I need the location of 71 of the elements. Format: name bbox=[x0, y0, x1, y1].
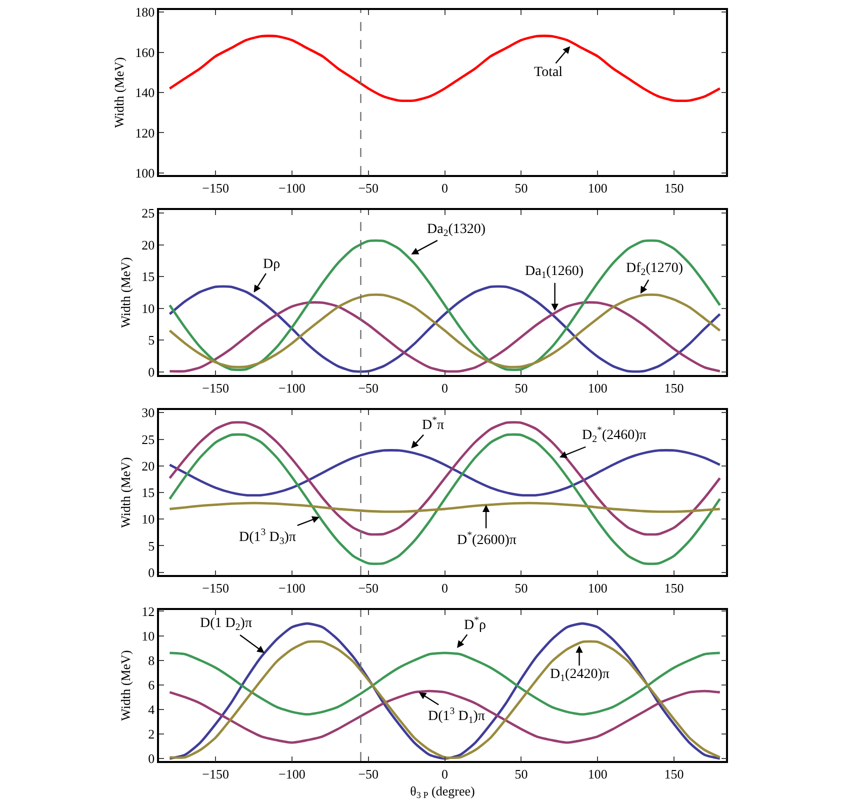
annotation: Df$_{2}$(1270) bbox=[626, 261, 684, 278]
x-tick-label: 100 bbox=[588, 380, 608, 396]
x-tick-label: 150 bbox=[664, 766, 684, 782]
y-tick-label: 10 bbox=[142, 300, 155, 316]
y-tick-label: 8 bbox=[148, 652, 155, 668]
y-tick-label: 5 bbox=[148, 538, 155, 554]
x-tick-label: 150 bbox=[664, 580, 684, 596]
x-tick-label: 50 bbox=[514, 180, 528, 196]
y-tick-label: 4 bbox=[148, 702, 156, 717]
annotation: Da$_{1}$(1260) bbox=[525, 264, 584, 281]
annotation: D(1$^{3}$ D$_{1}$)π bbox=[428, 706, 485, 726]
x-tick-label: −150 bbox=[202, 180, 229, 196]
y-tick-label: 20 bbox=[142, 458, 155, 474]
y-axis-title: Width (MeV) bbox=[118, 457, 134, 528]
y-tick-label: 20 bbox=[142, 237, 155, 252]
x-tick-label: −100 bbox=[278, 180, 306, 196]
annotation: D$_{2}$$^{*}$(2460)π bbox=[582, 425, 646, 445]
x-tick-label: 50 bbox=[514, 580, 528, 596]
annotation: D$^{*}$π bbox=[422, 415, 444, 433]
annotation: D$^{*}$(2600)π bbox=[457, 530, 516, 548]
x-axis-title: θ$_{3 P}$ (degree) bbox=[410, 783, 475, 800]
x-tick-label: −50 bbox=[358, 180, 379, 196]
x-tick-label: 100 bbox=[588, 580, 608, 596]
annotation: Dρ bbox=[263, 257, 280, 272]
x-tick-label: 150 bbox=[664, 180, 684, 196]
x-tick-label: −50 bbox=[358, 766, 379, 782]
y-tick-label: 100 bbox=[135, 166, 155, 181]
y-tick-label: 30 bbox=[142, 405, 155, 420]
y-tick-label: 160 bbox=[135, 44, 155, 60]
y-tick-label: 180 bbox=[135, 4, 155, 20]
y-tick-label: 25 bbox=[142, 206, 155, 221]
x-tick-label: −150 bbox=[202, 580, 229, 596]
x-tick-label: 0 bbox=[442, 180, 448, 196]
y-axis-title: Width (MeV) bbox=[118, 650, 134, 721]
x-tick-label: 0 bbox=[442, 766, 448, 782]
y-tick-label: 6 bbox=[148, 677, 156, 692]
x-tick-label: 100 bbox=[588, 766, 608, 782]
annotation: Da$_{2}$(1320) bbox=[427, 222, 486, 239]
y-tick-label: 12 bbox=[142, 604, 155, 619]
x-tick-label: 100 bbox=[588, 180, 608, 196]
y-tick-label: 120 bbox=[135, 125, 155, 140]
annotation: D$_{1}$(2420)π bbox=[550, 667, 610, 684]
x-tick-label: −50 bbox=[358, 380, 379, 396]
y-tick-label: 140 bbox=[135, 85, 155, 100]
annotation: D$^{*}$ρ bbox=[464, 615, 486, 633]
x-tick-label: −100 bbox=[278, 580, 306, 596]
x-tick-label: −150 bbox=[202, 380, 229, 396]
x-tick-label: 0 bbox=[442, 580, 448, 596]
y-tick-label: 0 bbox=[148, 751, 155, 766]
annotation: D(1 D$_{2}$)π bbox=[200, 616, 252, 633]
y-tick-label: 0 bbox=[148, 364, 155, 380]
y-axis-title: Width (MeV) bbox=[118, 257, 134, 328]
x-tick-label: 50 bbox=[514, 766, 528, 782]
y-tick-label: 15 bbox=[142, 269, 155, 284]
x-tick-label: 0 bbox=[442, 380, 448, 396]
x-tick-label: 50 bbox=[514, 380, 528, 396]
x-tick-label: −100 bbox=[278, 766, 306, 782]
y-tick-label: 25 bbox=[142, 432, 155, 447]
x-tick-label: −150 bbox=[202, 766, 229, 782]
y-tick-label: 10 bbox=[142, 512, 155, 527]
y-tick-label: 2 bbox=[148, 726, 155, 742]
annotation: D(1$^{3}$ D$_{3}$)π bbox=[239, 527, 296, 547]
y-tick-label: 5 bbox=[148, 332, 155, 348]
y-tick-label: 0 bbox=[148, 564, 155, 580]
x-tick-label: −100 bbox=[278, 380, 306, 396]
y-tick-label: 15 bbox=[142, 485, 155, 500]
x-tick-label: 150 bbox=[664, 380, 684, 396]
y-axis-title: Width (MeV) bbox=[112, 57, 127, 128]
y-tick-label: 10 bbox=[142, 628, 155, 644]
annotation: Total bbox=[534, 65, 563, 80]
x-tick-label: −50 bbox=[358, 580, 379, 596]
